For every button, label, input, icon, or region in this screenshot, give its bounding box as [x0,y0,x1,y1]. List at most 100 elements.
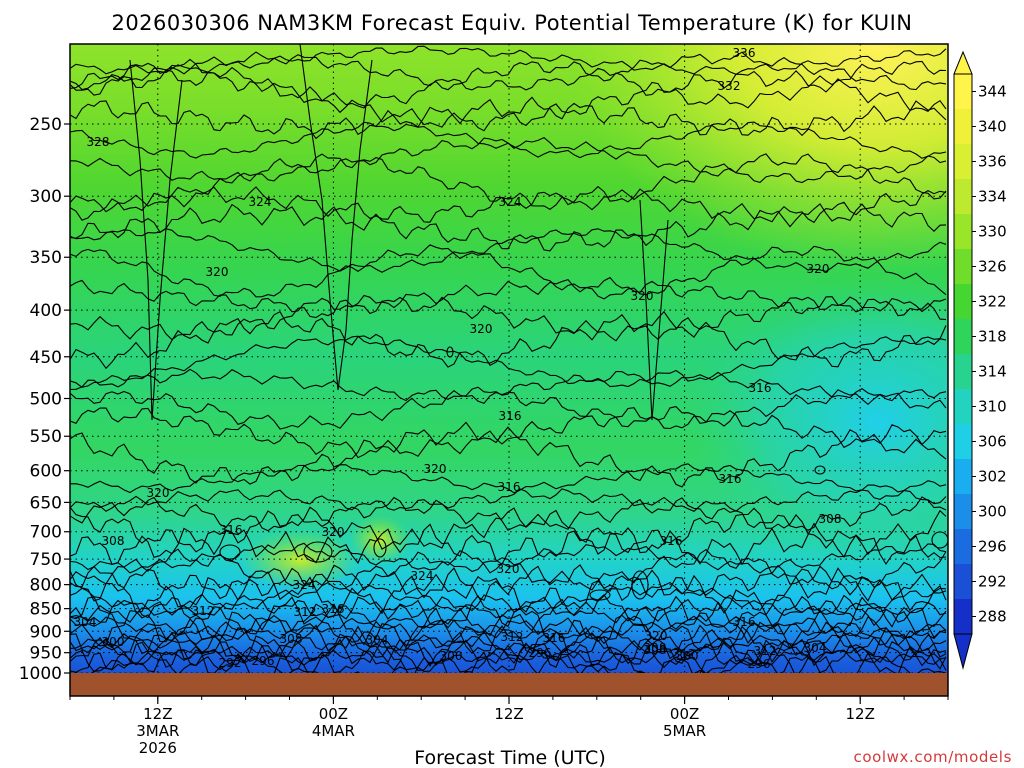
contour-label: 320 [497,562,520,576]
contour-label: 332 [718,79,741,93]
contour-label: 320 [147,486,170,500]
y-tick-label: 550 [30,427,62,447]
colorbar-label: 340 [978,118,1007,136]
contour-line [70,522,947,566]
contour-line [70,276,947,313]
contour-line [70,496,947,532]
y-tick-label: 500 [30,390,62,410]
colorbar-segment [954,459,972,495]
contour-line [70,617,947,654]
contour-lines [70,44,948,687]
colorbar-segment [954,284,972,320]
contour-label: 316 [719,472,742,486]
y-tick-label: 250 [30,115,62,135]
x-tick-label: 2026 [139,739,177,757]
chart-title: 2026030306 NAM3KM Forecast Equiv. Potent… [111,11,912,35]
contour-line [70,624,947,667]
contour-line [70,335,947,388]
x-tick-label: 12Z [143,705,172,723]
contour-line [299,44,373,391]
contour-label: 320 [807,262,830,276]
colorbar-label: 310 [978,398,1007,416]
contour-label: 316 [733,615,756,629]
contour-label: 320 [206,265,229,279]
contour-label: 312 [754,644,777,658]
y-tick-label: 900 [30,622,62,642]
contour-line [70,51,947,91]
contour-label: 336 [733,46,756,60]
contour-label: 296 [748,657,771,671]
contour-label: 316 [543,631,566,645]
colorbar-label: 302 [978,468,1007,486]
colorbar-segment [954,599,972,635]
colorbar-top-arrow [953,50,973,75]
y-tick-label: 850 [30,600,62,620]
colorbar-label: 336 [978,153,1007,171]
contour-label: 324 [411,569,434,583]
x-tick-label: 12Z [494,705,523,723]
colorbar-segment [954,249,972,285]
colorbar-label: 344 [978,83,1007,101]
colorbar-bottom-arrow [953,633,973,670]
contour-label: 316 [660,534,683,548]
contour-line [70,368,947,402]
contour-label: 320 [470,322,493,336]
colorbar-segment [954,424,972,460]
contour-label: 316 [498,480,521,494]
y-tick-label: 800 [30,576,62,596]
colorbar-label: 322 [978,293,1007,311]
credit-text: coolwx.com/models [854,748,1013,766]
ground-fill [70,673,948,696]
contour-label: 304 [804,641,827,655]
colorbar-segment [954,494,972,530]
contour-line [70,593,947,624]
contour-line [70,421,947,488]
contour-line [70,203,947,252]
contour-line [70,615,947,640]
contour-line [303,541,333,563]
contour-line [70,185,947,224]
colorbar-segment [954,74,972,110]
contour-line [639,199,669,421]
contour-label: 312 [192,604,215,618]
colorbar-label: 326 [978,258,1007,276]
colorbar-label: 296 [978,538,1007,556]
contour-line [70,593,947,637]
y-tick-label: 300 [30,187,62,207]
contour-label: 324 [499,195,522,209]
colorbar-label: 318 [978,328,1007,346]
colorbar-frame [953,73,973,635]
contour-line [70,548,947,591]
contour-label: 320 [645,629,668,643]
contour-line [70,506,947,556]
plot-area: 336 332 328 324 324 320 320 320 320 320 316 316 316 3… [70,44,948,696]
contour-line [589,589,611,601]
x-tick-label: 12Z [846,705,875,723]
colorbar-segment [954,529,972,565]
contour-line [70,405,947,460]
colorbar-segment [954,214,972,250]
contour-label: 292 [219,656,242,670]
contour-line [70,389,947,430]
contour-line [70,228,947,273]
contour-line [70,45,947,75]
y-tick-label: 950 [30,644,62,664]
contour-label: 312 [673,647,696,661]
colorbar-label: 300 [978,503,1007,521]
contour-line [70,488,947,512]
y-tick-label: 350 [30,248,62,268]
contour-label: 308 [102,534,125,548]
contour-label: 300 [440,649,463,663]
contour-labels: 336 332 328 324 324 320 320 320 320 320 316 316 316 3… [74,46,842,671]
contour-label: 300 [676,649,699,663]
contour-line [70,648,947,685]
colorbar-segment [954,144,972,180]
contour-line [70,639,947,676]
contour-label: 304 [366,633,389,647]
y-tick-label: 600 [30,462,62,482]
contour-line [70,296,947,342]
colorbar-label: 330 [978,223,1007,241]
y-tick-label: 750 [30,550,62,570]
